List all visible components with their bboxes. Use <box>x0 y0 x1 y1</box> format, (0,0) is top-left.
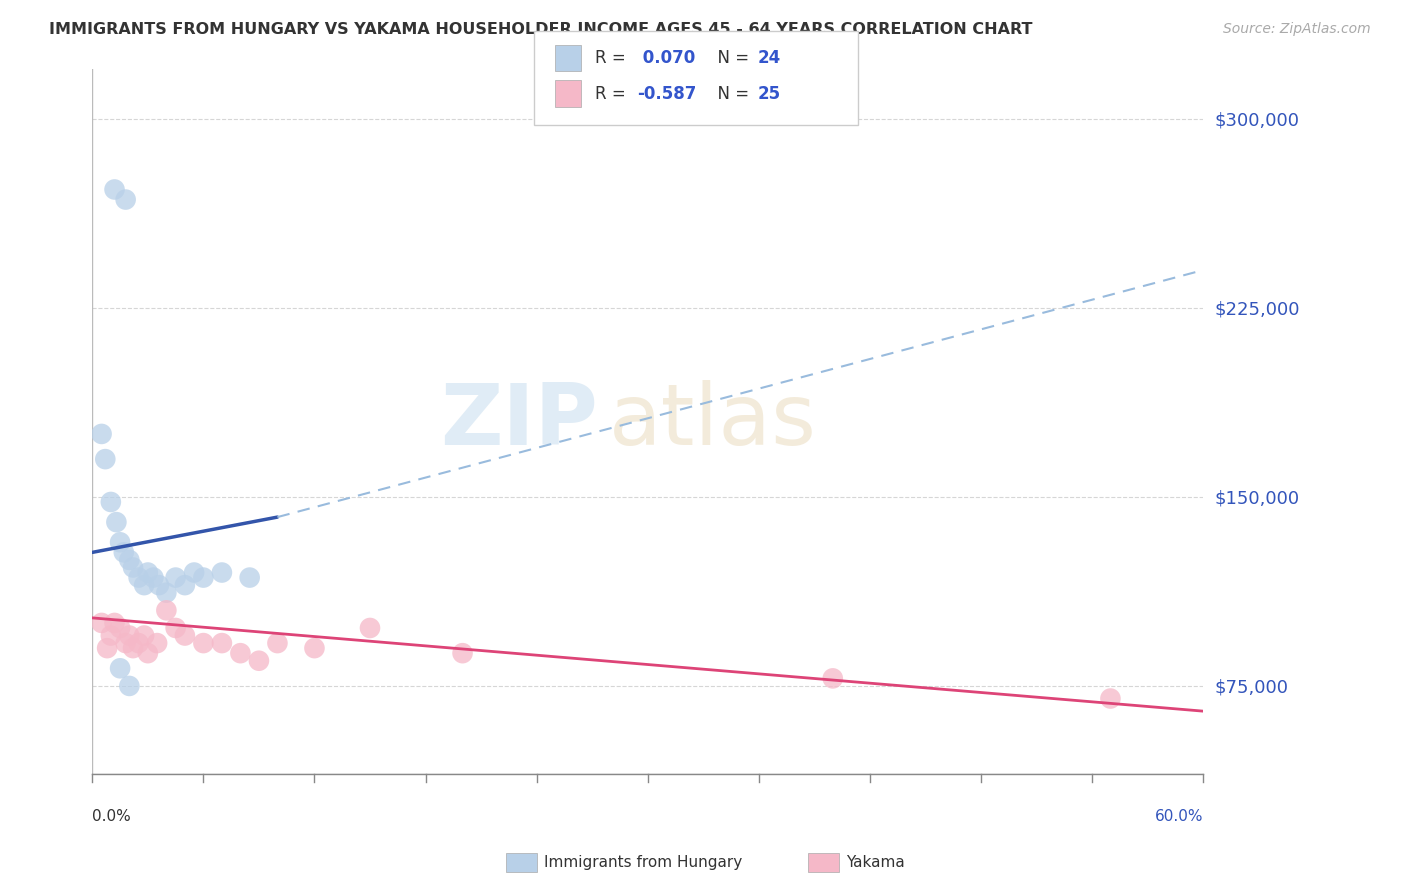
Point <box>118 553 141 567</box>
Point <box>155 585 177 599</box>
Point <box>165 571 187 585</box>
Point <box>146 636 169 650</box>
Point <box>239 571 262 585</box>
Text: ZIP: ZIP <box>440 380 598 463</box>
Point <box>451 646 474 660</box>
Point <box>122 641 145 656</box>
Point <box>94 452 117 467</box>
Point <box>108 661 131 675</box>
Point <box>103 182 125 196</box>
Text: Yakama: Yakama <box>846 855 905 870</box>
Text: 0.0%: 0.0% <box>93 809 131 824</box>
Point <box>183 566 205 580</box>
Text: N =: N = <box>707 49 755 67</box>
Point <box>155 603 177 617</box>
Point <box>136 566 159 580</box>
Point <box>142 571 165 585</box>
Point <box>118 628 141 642</box>
Text: IMMIGRANTS FROM HUNGARY VS YAKAMA HOUSEHOLDER INCOME AGES 45 - 64 YEARS CORRELAT: IMMIGRANTS FROM HUNGARY VS YAKAMA HOUSEH… <box>49 22 1033 37</box>
Point <box>211 566 233 580</box>
Point <box>136 646 159 660</box>
Point <box>114 193 136 207</box>
Point <box>165 621 187 635</box>
Point <box>821 672 844 686</box>
Point <box>211 636 233 650</box>
Point <box>114 636 136 650</box>
Point <box>122 560 145 574</box>
Point <box>359 621 381 635</box>
Point <box>247 654 270 668</box>
Text: N =: N = <box>707 85 755 103</box>
Point <box>1099 691 1122 706</box>
Point <box>103 615 125 630</box>
Point <box>96 641 118 656</box>
Point <box>193 636 215 650</box>
Point <box>304 641 326 656</box>
Text: 24: 24 <box>758 49 782 67</box>
Text: R =: R = <box>595 49 631 67</box>
Point <box>108 535 131 549</box>
Text: R =: R = <box>595 85 631 103</box>
Text: 25: 25 <box>758 85 780 103</box>
Point <box>134 578 156 592</box>
Text: -0.587: -0.587 <box>637 85 696 103</box>
Point <box>266 636 288 650</box>
Point <box>148 578 170 592</box>
Text: Immigrants from Hungary: Immigrants from Hungary <box>544 855 742 870</box>
Point <box>229 646 252 660</box>
Text: 60.0%: 60.0% <box>1154 809 1204 824</box>
Point <box>112 545 135 559</box>
Text: atlas: atlas <box>609 380 817 463</box>
Point <box>173 578 195 592</box>
Point <box>128 571 150 585</box>
Text: Source: ZipAtlas.com: Source: ZipAtlas.com <box>1223 22 1371 37</box>
Text: 0.070: 0.070 <box>637 49 695 67</box>
Point <box>173 628 195 642</box>
Point <box>105 515 128 529</box>
Point <box>90 615 112 630</box>
Point <box>100 495 122 509</box>
Point <box>90 426 112 441</box>
Point <box>128 636 150 650</box>
Point <box>193 571 215 585</box>
Point <box>134 628 156 642</box>
Point <box>100 628 122 642</box>
Point <box>118 679 141 693</box>
Point <box>108 621 131 635</box>
